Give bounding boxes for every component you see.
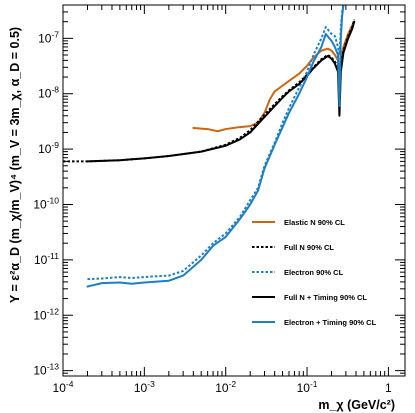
series-line-2 (63, 19, 356, 163)
y-tick-label-mantissa: 10 (38, 87, 52, 101)
x-axis-title-text: m_χ (GeV/c²) (318, 398, 395, 412)
x-tick-label-exponent: -1 (310, 379, 318, 389)
x-tick-label: 10-4 (53, 379, 74, 395)
legend-label-4: Full N + Timing 90% CL (284, 293, 367, 302)
y-tick-label-mantissa: 10 (33, 308, 47, 322)
legend: Elastic N 90% CL Full N 90% CL Electron 90… (252, 218, 377, 327)
x-tick-label: 10-1 (297, 379, 318, 395)
x-tick-label: 10-3 (134, 379, 155, 395)
y-tick-label-exponent: -12 (47, 306, 60, 316)
y-tick-label: 10-13 (33, 362, 59, 378)
y-tick-label-mantissa: 10 (33, 364, 47, 378)
x-tick-label-exponent: -3 (147, 379, 155, 389)
y-tick-label: 10-8 (38, 85, 59, 101)
legend-label-5: Electron + Timing 90% CL (284, 318, 377, 327)
tick-layer (62, 5, 405, 376)
legend-label-2: Full N 90% CL (284, 243, 334, 252)
x-tick-label: 10-2 (215, 379, 236, 395)
y-tick-label: 10-9 (38, 140, 59, 156)
x-tick-label-mantissa: 10 (297, 381, 311, 395)
y-tick-label: 10-12 (33, 306, 59, 322)
tick-label-layer: 10-4 10-3 10-2 10-1 110-1310-1210-1110-1010-… (33, 29, 392, 395)
y-axis-title: Y = ε²α_D (m_χ/m_V)⁴ (m_V = 3m_χ, α_D = … (8, 27, 22, 303)
x-tick-label-mantissa: 10 (53, 381, 67, 395)
legend-label-1: Elastic N 90% CL (284, 218, 345, 227)
y-tick-label: 10-11 (34, 251, 59, 267)
x-tick-label-mantissa: 10 (215, 381, 229, 395)
series-line-5 (86, 5, 345, 288)
legend-label-3: Electron 90% CL (284, 268, 344, 277)
y-tick-label-mantissa: 10 (34, 253, 48, 267)
y-tick-label-exponent: -13 (47, 362, 60, 372)
y-tick-label-exponent: -10 (47, 195, 60, 205)
x-tick-label-exponent: -2 (229, 379, 237, 389)
y-tick-label-exponent: -9 (51, 140, 59, 150)
y-tick-label: 10-7 (38, 29, 59, 45)
x-tick-label-mantissa: 10 (134, 381, 148, 395)
x-axis-title: m_χ (GeV/c²) (318, 398, 395, 412)
x-tick-label-exponent: -4 (66, 379, 74, 389)
y-tick-label-exponent: -7 (51, 29, 59, 39)
y-tick-label-mantissa: 10 (38, 31, 52, 45)
y-tick-label-exponent: -8 (51, 85, 59, 95)
y-axis-title-text: Y = ε²α_D (m_χ/m_V)⁴ (m_V = 3m_χ, α_D = … (8, 27, 22, 303)
y-tick-label-mantissa: 10 (33, 197, 47, 211)
y-tick-label: 10-10 (33, 195, 59, 211)
y-tick-label-mantissa: 10 (38, 142, 52, 156)
plot-frame (62, 4, 406, 377)
series-layer (63, 5, 356, 288)
x-tick-label-mantissa: 1 (385, 381, 392, 395)
x-tick-label: 1 (385, 381, 392, 395)
y-tick-label-exponent: -11 (47, 251, 59, 261)
